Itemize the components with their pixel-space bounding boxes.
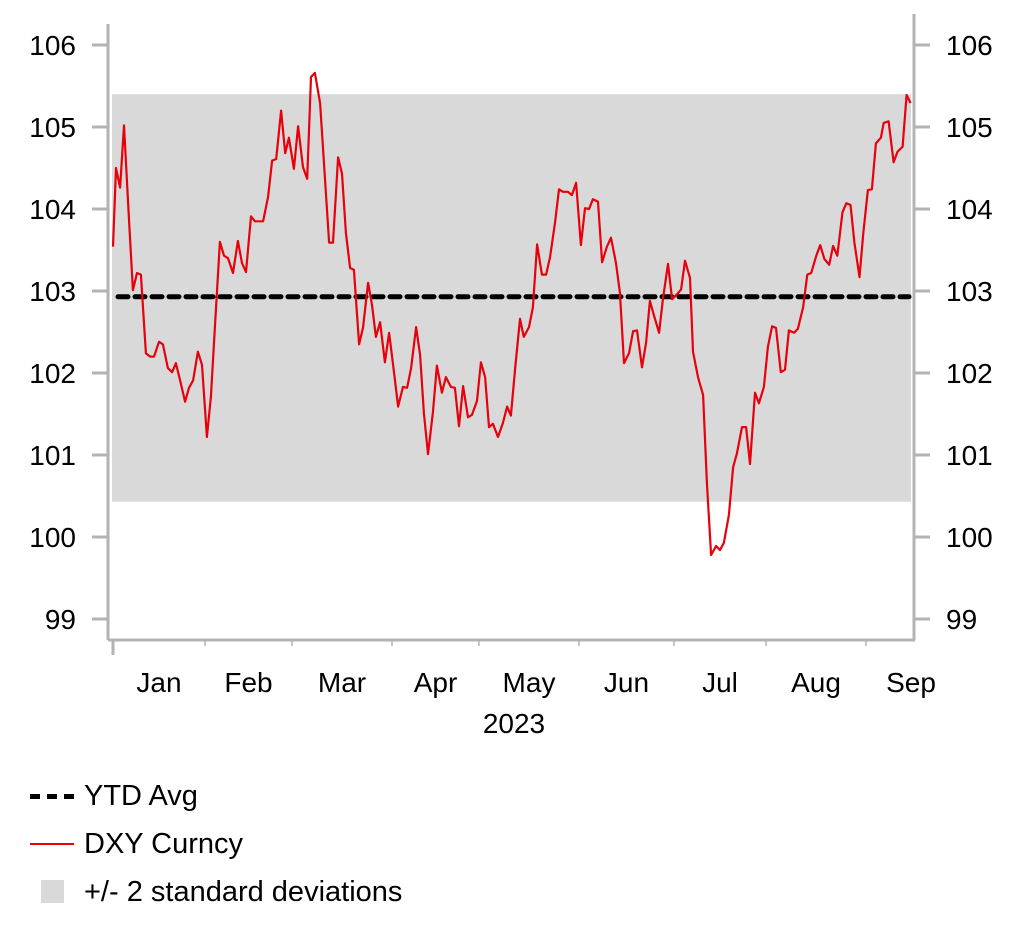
y-tick-label-right: 105 xyxy=(946,112,993,143)
y-tick-label-left: 99 xyxy=(45,604,76,635)
y-tick-label-right: 106 xyxy=(946,30,993,61)
x-tick-label: Mar xyxy=(318,667,366,698)
chart: 99 99 100 100 101 101 102 102 103 103 104 104 105 105… xyxy=(29,14,993,739)
y-tick-label-left: 105 xyxy=(29,112,76,143)
x-tick-label: Feb xyxy=(224,667,272,698)
legend-item-dxy: DXY Curncy xyxy=(28,820,402,868)
gray-box-icon xyxy=(28,878,74,906)
dashed-line-icon xyxy=(28,782,74,810)
y-tick-label-right: 102 xyxy=(946,358,993,389)
y-tick-label-left: 101 xyxy=(29,440,76,471)
legend-item-ytd-avg: YTD Avg xyxy=(28,772,402,820)
y-tick-label-right: 99 xyxy=(946,604,977,635)
y-tick-label-right: 104 xyxy=(946,194,993,225)
y-tick-label-left: 102 xyxy=(29,358,76,389)
x-tick-label: Jul xyxy=(702,667,738,698)
legend-label-dxy: DXY Curncy xyxy=(84,827,244,860)
x-tick-label: Jun xyxy=(604,667,649,698)
y-tick-label-left: 104 xyxy=(29,194,76,225)
legend: YTD Avg DXY Curncy +/- 2 standard deviat… xyxy=(28,772,402,916)
legend-label-std-band: +/- 2 standard deviations xyxy=(84,875,403,908)
x-tick-label: May xyxy=(503,667,556,698)
x-tick-label: Aug xyxy=(791,667,841,698)
x-tick-label: Apr xyxy=(414,667,458,698)
y-tick-label-left: 103 xyxy=(29,276,76,307)
x-axis-year-label: 2023 xyxy=(483,708,545,739)
x-tick-label: Sep xyxy=(886,667,936,698)
y-tick-label-left: 100 xyxy=(29,522,76,553)
y-tick-label-right: 103 xyxy=(946,276,993,307)
x-tick-label: Jan xyxy=(136,667,181,698)
y-tick-label-right: 100 xyxy=(946,522,993,553)
red-line-icon xyxy=(28,830,74,858)
legend-item-std-band: +/- 2 standard deviations xyxy=(28,868,402,916)
y-tick-label-left: 106 xyxy=(29,30,76,61)
y-tick-label-right: 101 xyxy=(946,440,993,471)
legend-label-ytd-avg: YTD Avg xyxy=(84,779,198,812)
